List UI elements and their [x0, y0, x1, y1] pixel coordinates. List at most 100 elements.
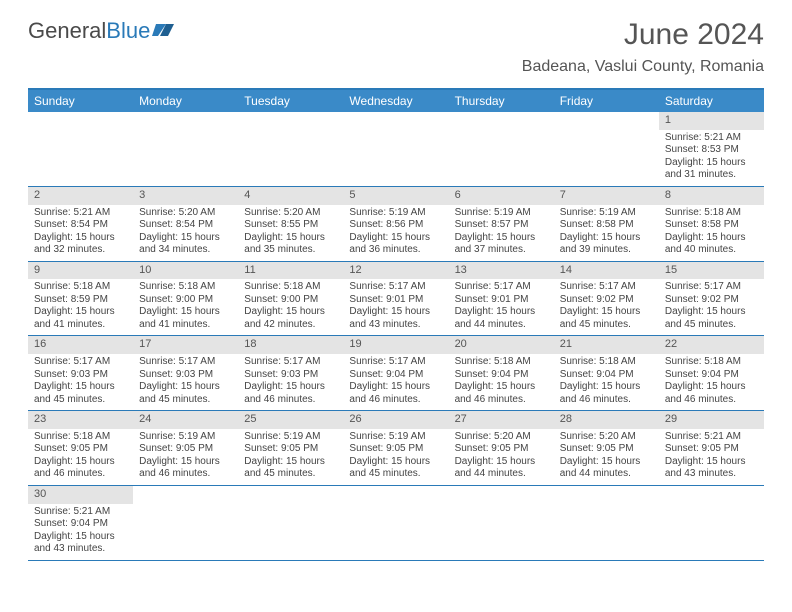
sunrise-line: Sunrise: 5:18 AM: [34, 431, 127, 444]
sunrise-line: Sunrise: 5:18 AM: [665, 356, 758, 369]
sunrise-line: Sunrise: 5:17 AM: [455, 281, 548, 294]
day-cell: [343, 486, 448, 560]
day-number: 5: [343, 187, 448, 205]
sunrise-line: Sunrise: 5:18 AM: [560, 356, 653, 369]
day-number: 18: [238, 336, 343, 354]
sunset-line: Sunset: 9:02 PM: [665, 294, 758, 307]
daylight-line: Daylight: 15 hours and 45 minutes.: [665, 306, 758, 331]
dow-cell: Sunday: [28, 90, 133, 112]
day-cell: 13Sunrise: 5:17 AMSunset: 9:01 PMDayligh…: [449, 262, 554, 336]
day-number: 14: [554, 262, 659, 280]
sunrise-line: Sunrise: 5:21 AM: [665, 431, 758, 444]
day-number: 2: [28, 187, 133, 205]
day-cell: 6Sunrise: 5:19 AMSunset: 8:57 PMDaylight…: [449, 187, 554, 261]
day-body: Sunrise: 5:21 AMSunset: 9:04 PMDaylight:…: [28, 504, 133, 560]
sunrise-line: Sunrise: 5:20 AM: [244, 207, 337, 220]
day-cell: 22Sunrise: 5:18 AMSunset: 9:04 PMDayligh…: [659, 336, 764, 410]
day-cell: 11Sunrise: 5:18 AMSunset: 9:00 PMDayligh…: [238, 262, 343, 336]
sunrise-line: Sunrise: 5:17 AM: [244, 356, 337, 369]
day-number: 10: [133, 262, 238, 280]
dow-cell: Friday: [554, 90, 659, 112]
week-row: 16Sunrise: 5:17 AMSunset: 9:03 PMDayligh…: [28, 336, 764, 411]
day-body: Sunrise: 5:17 AMSunset: 9:01 PMDaylight:…: [449, 279, 554, 335]
dow-cell: Tuesday: [238, 90, 343, 112]
day-cell: 26Sunrise: 5:19 AMSunset: 9:05 PMDayligh…: [343, 411, 448, 485]
header: GeneralBlue June 2024 Badeana, Vaslui Co…: [0, 0, 792, 84]
day-cell: 12Sunrise: 5:17 AMSunset: 9:01 PMDayligh…: [343, 262, 448, 336]
sunrise-line: Sunrise: 5:20 AM: [139, 207, 232, 220]
day-body: Sunrise: 5:18 AMSunset: 9:04 PMDaylight:…: [659, 354, 764, 410]
day-cell: 10Sunrise: 5:18 AMSunset: 9:00 PMDayligh…: [133, 262, 238, 336]
day-number: 6: [449, 187, 554, 205]
day-number: 26: [343, 411, 448, 429]
week-row: 30Sunrise: 5:21 AMSunset: 9:04 PMDayligh…: [28, 486, 764, 561]
day-body: Sunrise: 5:20 AMSunset: 9:05 PMDaylight:…: [554, 429, 659, 485]
calendar: SundayMondayTuesdayWednesdayThursdayFrid…: [28, 88, 764, 561]
day-body: Sunrise: 5:18 AMSunset: 8:58 PMDaylight:…: [659, 205, 764, 261]
daylight-line: Daylight: 15 hours and 45 minutes.: [34, 381, 127, 406]
sunrise-line: Sunrise: 5:20 AM: [560, 431, 653, 444]
sunset-line: Sunset: 8:57 PM: [455, 219, 548, 232]
day-cell: 23Sunrise: 5:18 AMSunset: 9:05 PMDayligh…: [28, 411, 133, 485]
day-body: Sunrise: 5:21 AMSunset: 9:05 PMDaylight:…: [659, 429, 764, 485]
sunset-line: Sunset: 9:05 PM: [139, 443, 232, 456]
daylight-line: Daylight: 15 hours and 46 minutes.: [139, 456, 232, 481]
month-title: June 2024: [522, 18, 764, 52]
day-number: 11: [238, 262, 343, 280]
daylight-line: Daylight: 15 hours and 37 minutes.: [455, 232, 548, 257]
daylight-line: Daylight: 15 hours and 46 minutes.: [34, 456, 127, 481]
sunset-line: Sunset: 9:04 PM: [34, 518, 127, 531]
sunset-line: Sunset: 8:54 PM: [34, 219, 127, 232]
week-row: 1Sunrise: 5:21 AMSunset: 8:53 PMDaylight…: [28, 112, 764, 187]
daylight-line: Daylight: 15 hours and 45 minutes.: [139, 381, 232, 406]
day-body: Sunrise: 5:18 AMSunset: 9:00 PMDaylight:…: [238, 279, 343, 335]
daylight-line: Daylight: 15 hours and 45 minutes.: [244, 456, 337, 481]
day-cell: [238, 112, 343, 186]
day-number: 21: [554, 336, 659, 354]
day-cell: 25Sunrise: 5:19 AMSunset: 9:05 PMDayligh…: [238, 411, 343, 485]
daylight-line: Daylight: 15 hours and 31 minutes.: [665, 157, 758, 182]
day-body: Sunrise: 5:17 AMSunset: 9:02 PMDaylight:…: [554, 279, 659, 335]
day-cell: 5Sunrise: 5:19 AMSunset: 8:56 PMDaylight…: [343, 187, 448, 261]
day-body: Sunrise: 5:18 AMSunset: 9:00 PMDaylight:…: [133, 279, 238, 335]
day-cell: 1Sunrise: 5:21 AMSunset: 8:53 PMDaylight…: [659, 112, 764, 186]
day-body: Sunrise: 5:19 AMSunset: 9:05 PMDaylight:…: [133, 429, 238, 485]
day-number: 28: [554, 411, 659, 429]
day-cell: 18Sunrise: 5:17 AMSunset: 9:03 PMDayligh…: [238, 336, 343, 410]
day-number: 4: [238, 187, 343, 205]
logo-flag-icon: [152, 18, 174, 44]
day-number: 29: [659, 411, 764, 429]
day-number: 8: [659, 187, 764, 205]
day-body: Sunrise: 5:17 AMSunset: 9:03 PMDaylight:…: [28, 354, 133, 410]
sunrise-line: Sunrise: 5:17 AM: [139, 356, 232, 369]
day-cell: 19Sunrise: 5:17 AMSunset: 9:04 PMDayligh…: [343, 336, 448, 410]
day-body: Sunrise: 5:21 AMSunset: 8:53 PMDaylight:…: [659, 130, 764, 186]
sunset-line: Sunset: 9:00 PM: [139, 294, 232, 307]
day-number: 30: [28, 486, 133, 504]
sunrise-line: Sunrise: 5:19 AM: [349, 207, 442, 220]
daylight-line: Daylight: 15 hours and 44 minutes.: [560, 456, 653, 481]
title-block: June 2024 Badeana, Vaslui County, Romani…: [522, 18, 764, 76]
day-body: Sunrise: 5:17 AMSunset: 9:01 PMDaylight:…: [343, 279, 448, 335]
day-cell: 27Sunrise: 5:20 AMSunset: 9:05 PMDayligh…: [449, 411, 554, 485]
sunset-line: Sunset: 9:03 PM: [139, 369, 232, 382]
sunrise-line: Sunrise: 5:18 AM: [139, 281, 232, 294]
day-number: 23: [28, 411, 133, 429]
sunrise-line: Sunrise: 5:19 AM: [244, 431, 337, 444]
day-body: Sunrise: 5:20 AMSunset: 8:54 PMDaylight:…: [133, 205, 238, 261]
day-body: Sunrise: 5:19 AMSunset: 8:57 PMDaylight:…: [449, 205, 554, 261]
day-cell: 20Sunrise: 5:18 AMSunset: 9:04 PMDayligh…: [449, 336, 554, 410]
day-number: 19: [343, 336, 448, 354]
day-cell: [343, 112, 448, 186]
day-body: Sunrise: 5:18 AMSunset: 9:04 PMDaylight:…: [554, 354, 659, 410]
daylight-line: Daylight: 15 hours and 35 minutes.: [244, 232, 337, 257]
day-number: 3: [133, 187, 238, 205]
day-cell: [133, 112, 238, 186]
sunset-line: Sunset: 8:53 PM: [665, 144, 758, 157]
sunrise-line: Sunrise: 5:21 AM: [665, 132, 758, 145]
day-body: Sunrise: 5:17 AMSunset: 9:03 PMDaylight:…: [133, 354, 238, 410]
day-body: Sunrise: 5:19 AMSunset: 9:05 PMDaylight:…: [238, 429, 343, 485]
sunset-line: Sunset: 9:01 PM: [455, 294, 548, 307]
sunset-line: Sunset: 9:04 PM: [560, 369, 653, 382]
day-number: 24: [133, 411, 238, 429]
